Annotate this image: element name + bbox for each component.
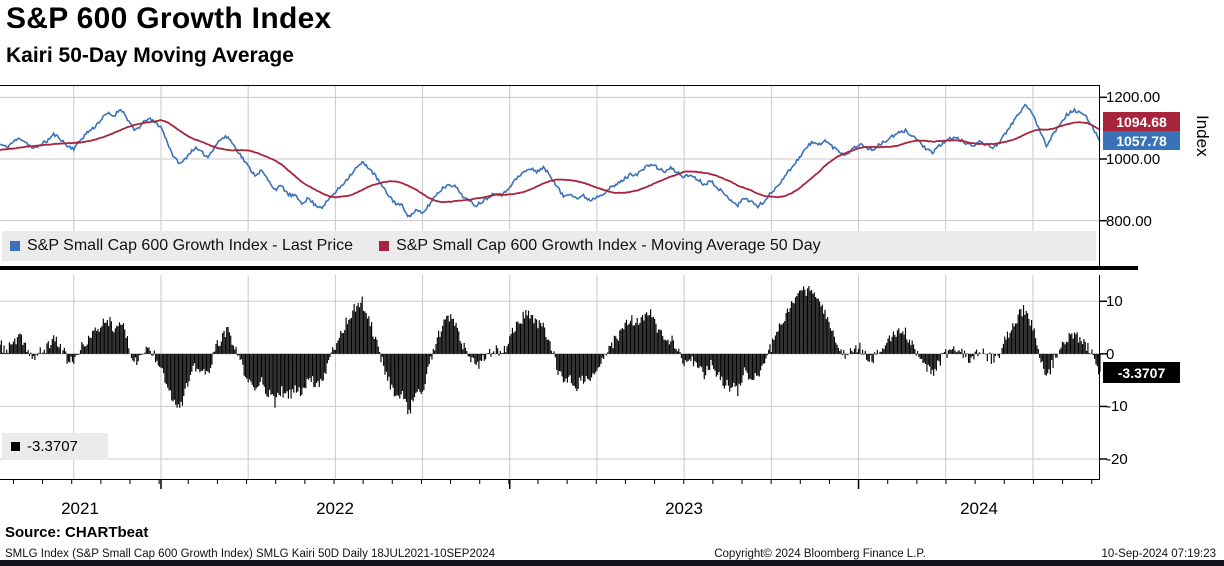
window-bottom-bar (0, 560, 1224, 566)
xtick-2022: 2022 (316, 499, 354, 519)
legend-item-moving-average: S&P Small Cap 600 Growth Index - Moving … (379, 237, 821, 255)
legend-item-last-price: S&P Small Cap 600 Growth Index - Last Pr… (10, 237, 353, 255)
price-chart-legend: S&P Small Cap 600 Growth Index - Last Pr… (2, 231, 1096, 261)
xtick-2023: 2023 (665, 499, 703, 519)
chart-subtitle: Kairi 50-Day Moving Average (6, 44, 294, 68)
ytick-1200: 1200.00 (1106, 89, 1160, 106)
source-line: Source: CHARTbeat (5, 524, 148, 541)
y-axis-title: Index (1192, 115, 1212, 219)
kairi-chart-pane[interactable] (0, 275, 1110, 490)
footnote-timestamp: 10-Sep-2024 07:19:23 (1102, 548, 1216, 560)
ytick-neg-10: -10 (1106, 398, 1128, 415)
legend-label-last-price: S&P Small Cap 600 Growth Index - Last Pr… (27, 237, 353, 255)
xtick-2021: 2021 (61, 499, 99, 519)
ytick-neg-20: -20 (1106, 451, 1128, 468)
chart-page: S&P 600 Growth Index Kairi 50-Day Moving… (0, 0, 1224, 566)
legend-swatch-last-price (10, 241, 20, 251)
last-price-callout: 1057.78 (1103, 131, 1180, 150)
kairi-legend-value: -3.3707 (27, 438, 78, 455)
xtick-2024: 2024 (960, 499, 998, 519)
legend-swatch-ma (379, 241, 389, 251)
kairi-legend-swatch (11, 442, 20, 451)
ytick-0: 0 (1106, 346, 1114, 363)
chart-title: S&P 600 Growth Index (6, 2, 332, 36)
kairi-legend: -3.3707 (2, 433, 108, 460)
ma-callout: 1094.68 (1103, 112, 1180, 131)
footnote-ticker: SMLG Index (S&P Small Cap 600 Growth Ind… (5, 548, 495, 560)
legend-label-moving-average: S&P Small Cap 600 Growth Index - Moving … (396, 237, 821, 255)
ytick-800: 800.00 (1106, 213, 1152, 230)
ytick-10: 10 (1106, 293, 1123, 310)
footnote-copyright: Copyright© 2024 Bloomberg Finance L.P. (714, 548, 926, 560)
panel-separator (0, 266, 1138, 270)
kairi-callout: -3.3707 (1103, 362, 1180, 383)
ytick-1000: 1000.00 (1106, 151, 1160, 168)
